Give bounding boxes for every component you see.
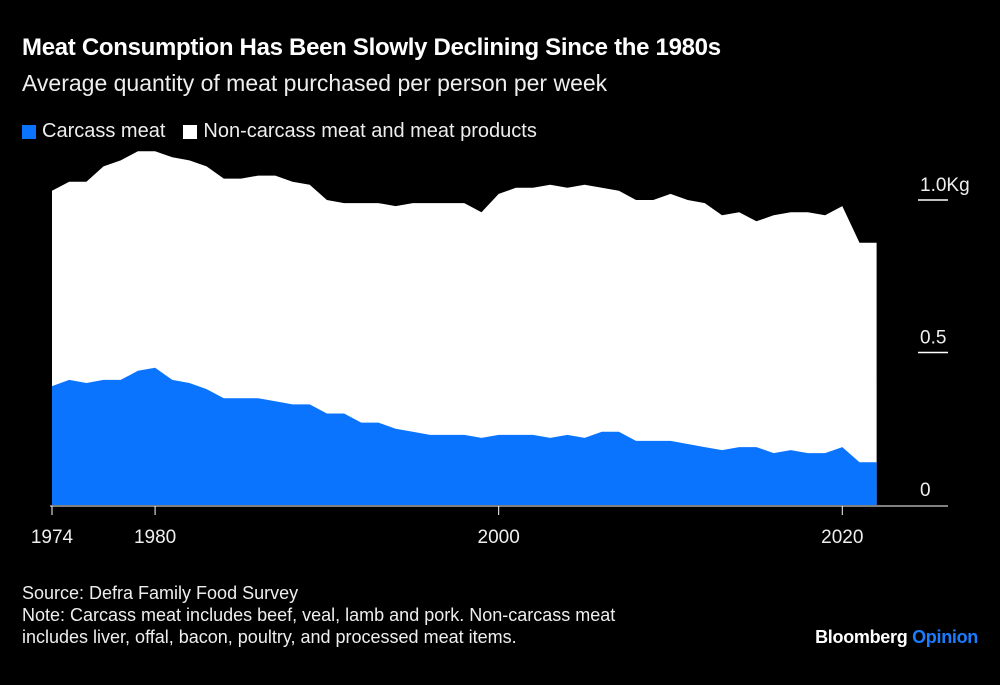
legend-swatch-carcass [22,124,36,139]
legend-label-carcass: Carcass meat [42,120,166,142]
y-tick-label: 0.5 [920,328,946,349]
x-tick-label: 1974 [31,527,74,548]
source-text: Source: Defra Family Food Survey [22,583,299,603]
chart-subtitle: Average quantity of meat purchased per p… [22,70,608,96]
x-tick-label: 2020 [821,527,863,548]
note-line-1: Note: Carcass meat includes beef, veal, … [22,605,616,625]
y-tick-label: 1.0Kg [920,175,970,196]
chart-title: Meat Consumption Has Been Slowly Declini… [22,34,721,61]
legend-swatch-non-carcass [183,124,198,139]
y-tick-label: 0 [920,480,931,501]
footer: Source: Defra Family Food Survey Note: C… [22,582,615,648]
bloomberg-opinion-logo: Bloomberg Opinion [815,627,978,648]
x-tick-label: 1980 [134,527,176,548]
logo-section: Opinion [912,627,978,647]
legend-label-non-carcass: Non-carcass meat and meat products [203,120,537,142]
x-tick-label: 2000 [478,527,520,548]
logo-brand: Bloomberg [815,627,908,647]
area-carcass [52,367,877,505]
legend: Carcass meat Non-carcass meat and meat p… [22,120,555,143]
note-line-2: includes liver, offal, bacon, poultry, a… [22,627,517,647]
